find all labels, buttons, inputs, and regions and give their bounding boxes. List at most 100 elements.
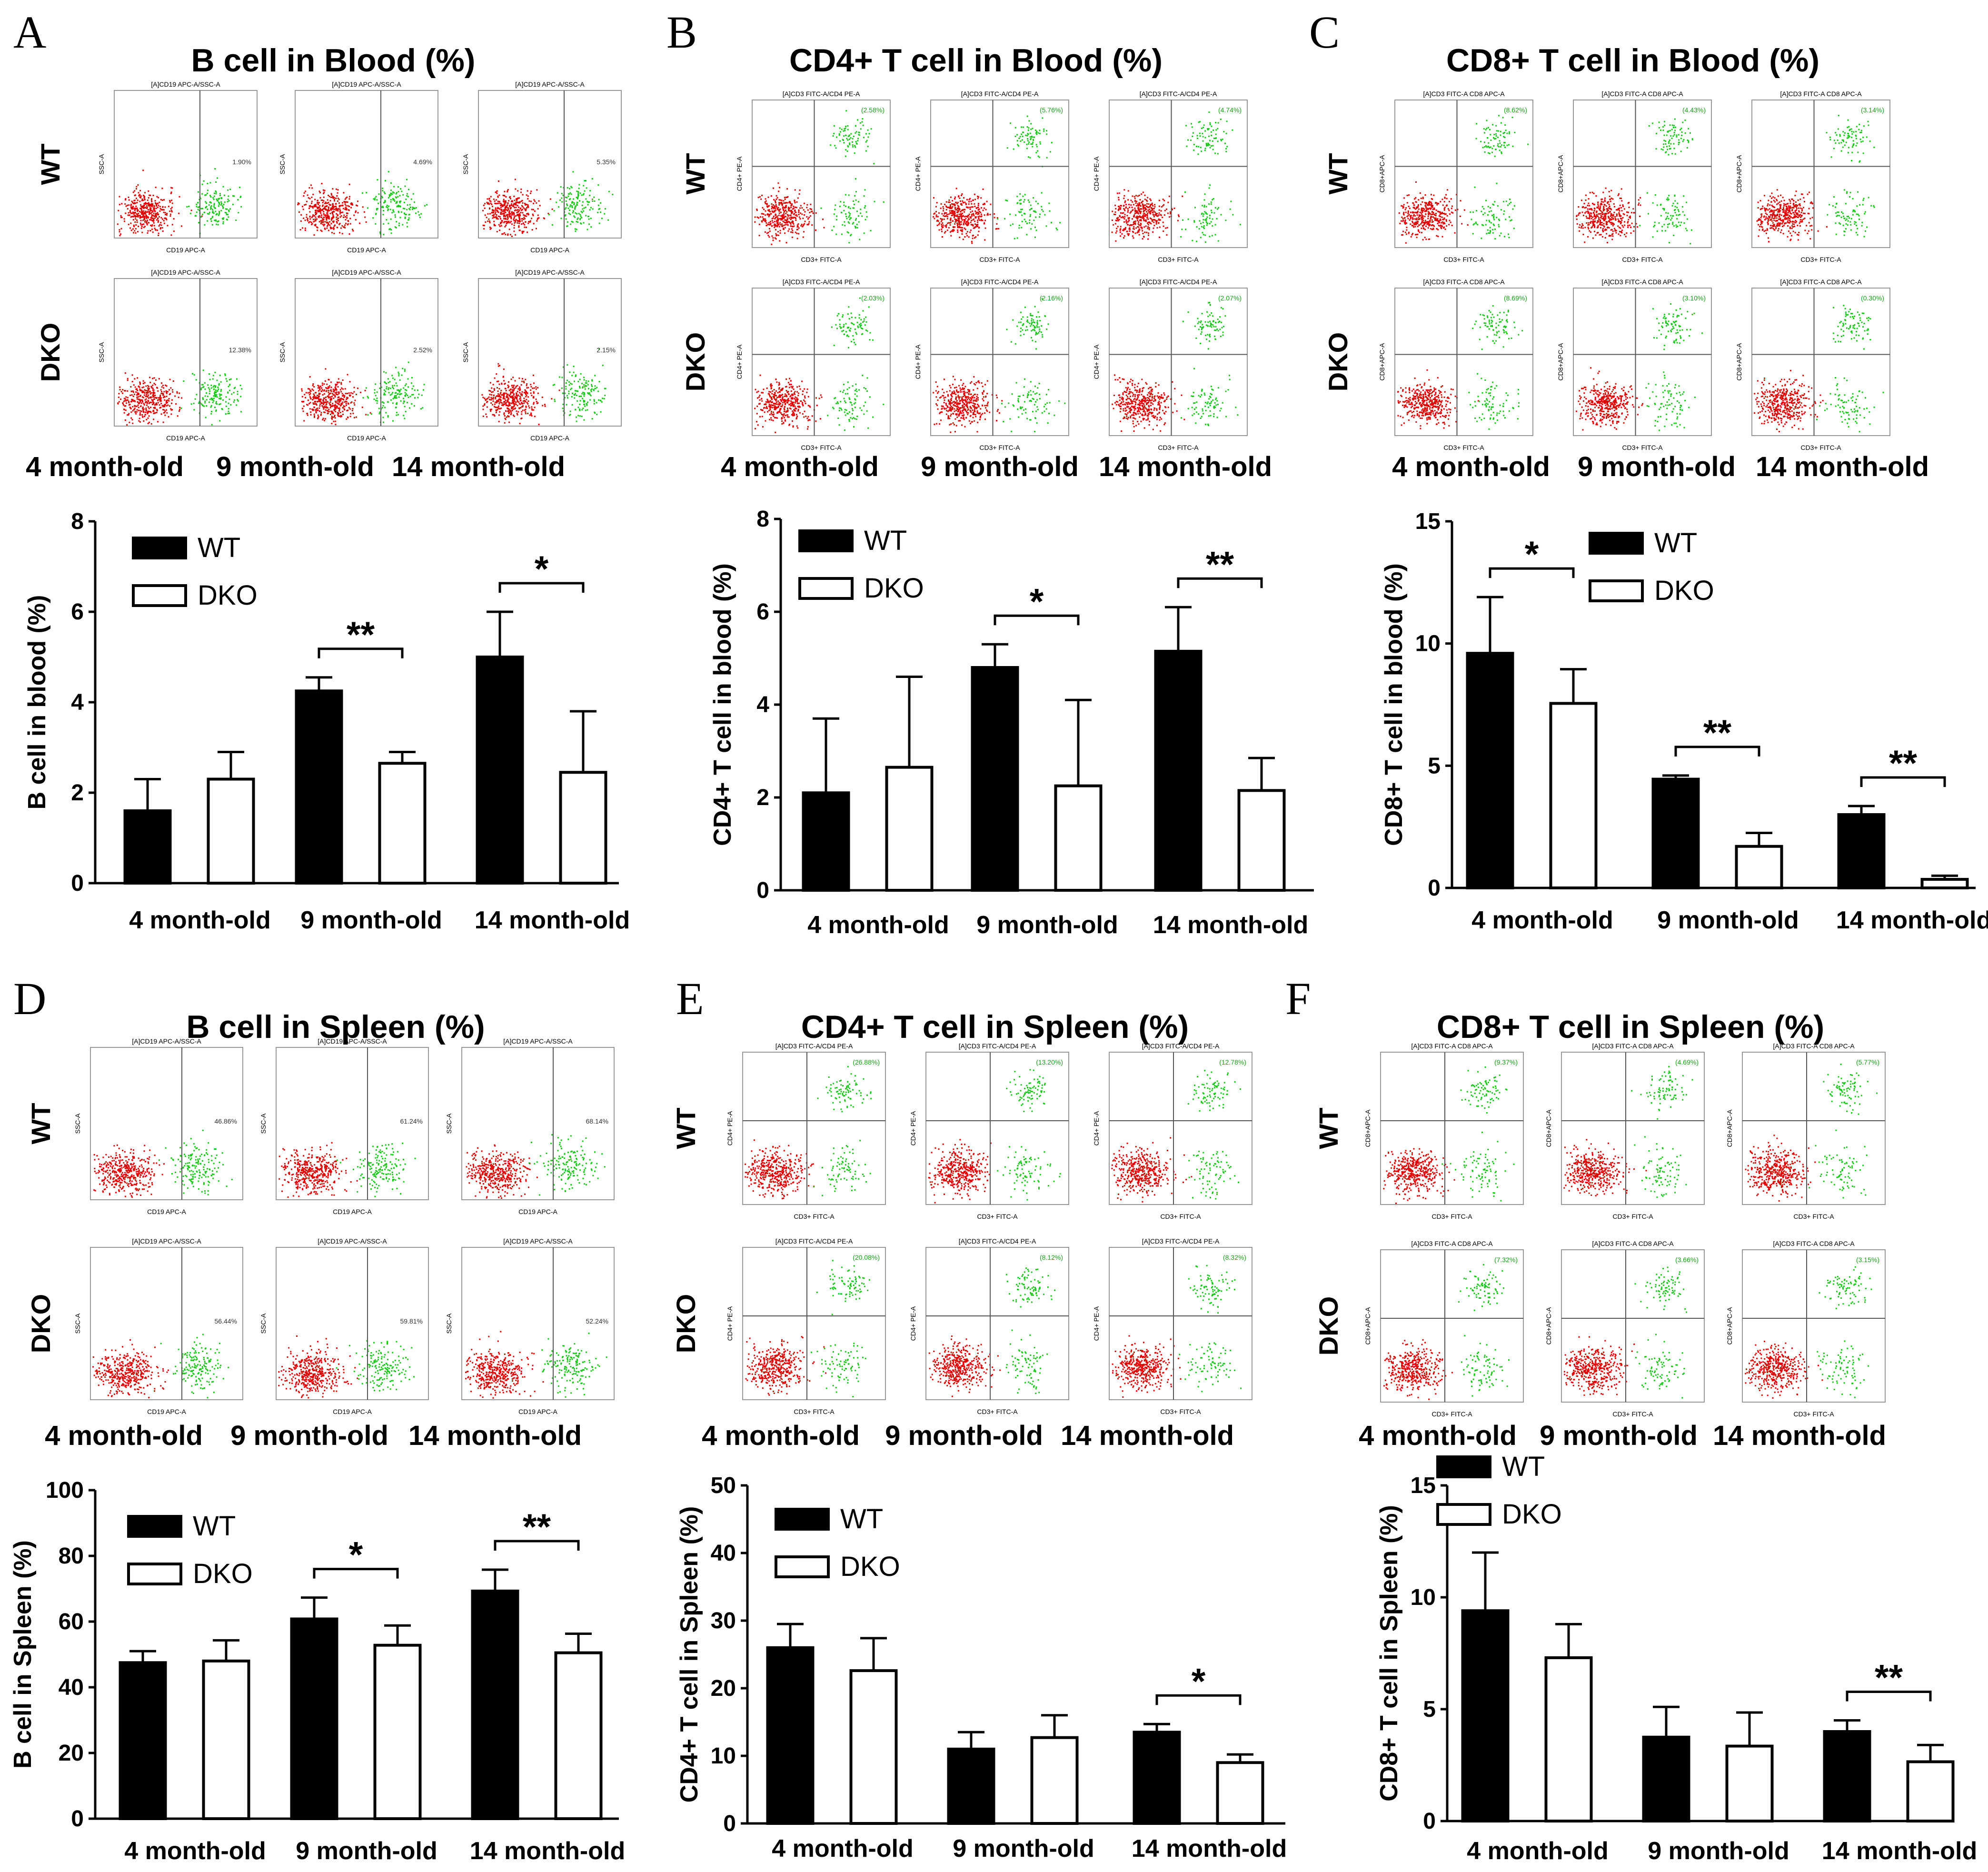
event-dot (402, 398, 404, 399)
event-dot (849, 219, 851, 220)
event-dot (139, 216, 141, 218)
event-dot (804, 211, 806, 213)
event-dot (328, 408, 330, 410)
event-dot (326, 209, 328, 211)
event-dot (315, 206, 317, 208)
event-dot (845, 194, 846, 196)
event-dot (976, 226, 978, 228)
event-dot (307, 414, 308, 416)
event-dot (387, 207, 388, 209)
event-dot (119, 388, 121, 390)
event-dot (1147, 226, 1149, 228)
event-dot (961, 219, 963, 221)
event-dot (941, 229, 943, 230)
event-dot (1134, 209, 1136, 211)
event-dot (338, 413, 339, 415)
event-dot (950, 235, 952, 237)
event-dot (975, 216, 977, 218)
event-dot (854, 195, 856, 197)
event-dot (151, 225, 153, 227)
event-dot (788, 217, 790, 219)
event-dot (213, 398, 215, 399)
event-dot (517, 388, 519, 390)
event-dot (1126, 215, 1128, 217)
event-dot (953, 226, 954, 228)
event-dot (525, 396, 527, 398)
event-dot (955, 219, 957, 221)
event-dot (570, 193, 572, 195)
event-dot (506, 416, 507, 418)
event-dot (139, 412, 141, 414)
event-dot (792, 222, 794, 224)
event-dot (150, 411, 152, 413)
event-dot (583, 185, 585, 187)
event-dot (333, 390, 335, 392)
event-dot (955, 219, 957, 221)
event-dot (220, 394, 222, 396)
event-dot (782, 209, 784, 210)
event-dot (157, 387, 159, 389)
event-dot (795, 207, 797, 209)
event-dot (524, 399, 526, 401)
event-dot (392, 209, 394, 211)
event-dot (833, 133, 835, 135)
event-dot (970, 217, 972, 219)
event-dot (577, 407, 579, 408)
event-dot (387, 209, 389, 210)
event-dot (228, 386, 229, 388)
event-dot (493, 388, 495, 390)
event-dot (952, 229, 954, 231)
event-dot (134, 202, 136, 204)
event-dot (229, 412, 230, 414)
event-dot (950, 196, 952, 198)
event-dot (164, 404, 166, 406)
event-dot (160, 398, 162, 400)
event-dot (216, 396, 218, 398)
event-dot (586, 385, 587, 387)
event-dot (967, 206, 969, 208)
event-dot (507, 233, 509, 235)
event-dot (304, 227, 306, 229)
event-dot (969, 208, 971, 210)
event-dot (404, 389, 406, 391)
event-dot (1032, 141, 1034, 143)
event-dot (1018, 227, 1020, 229)
event-dot (217, 221, 219, 223)
event-dot (326, 403, 328, 405)
event-dot (498, 207, 500, 209)
event-dot (525, 390, 527, 392)
event-dot (326, 227, 328, 229)
event-dot (348, 183, 350, 185)
event-dot (946, 216, 948, 218)
event-dot (220, 203, 222, 205)
event-dot (154, 392, 156, 394)
event-dot (575, 408, 577, 410)
event-dot (582, 201, 584, 203)
event-dot (497, 196, 499, 198)
event-dot (331, 412, 333, 414)
event-dot (527, 206, 529, 208)
event-dot (1117, 219, 1119, 221)
event-dot (518, 219, 520, 221)
event-dot (567, 195, 569, 197)
event-dot (1140, 225, 1142, 227)
event-dot (160, 393, 162, 395)
event-dot (771, 243, 773, 245)
event-dot (153, 209, 155, 211)
event-dot (345, 205, 347, 207)
event-dot (384, 199, 386, 201)
event-dot (320, 216, 322, 218)
event-dot (336, 207, 338, 209)
event-dot (1143, 226, 1145, 228)
event-dot (317, 229, 318, 231)
event-dot (314, 403, 316, 405)
event-dot (322, 399, 324, 401)
event-dot (507, 209, 509, 210)
event-dot (776, 207, 778, 209)
event-dot (495, 213, 497, 215)
event-dot (352, 408, 354, 409)
event-dot (523, 214, 525, 216)
event-dot (163, 387, 165, 389)
event-dot (160, 382, 162, 384)
